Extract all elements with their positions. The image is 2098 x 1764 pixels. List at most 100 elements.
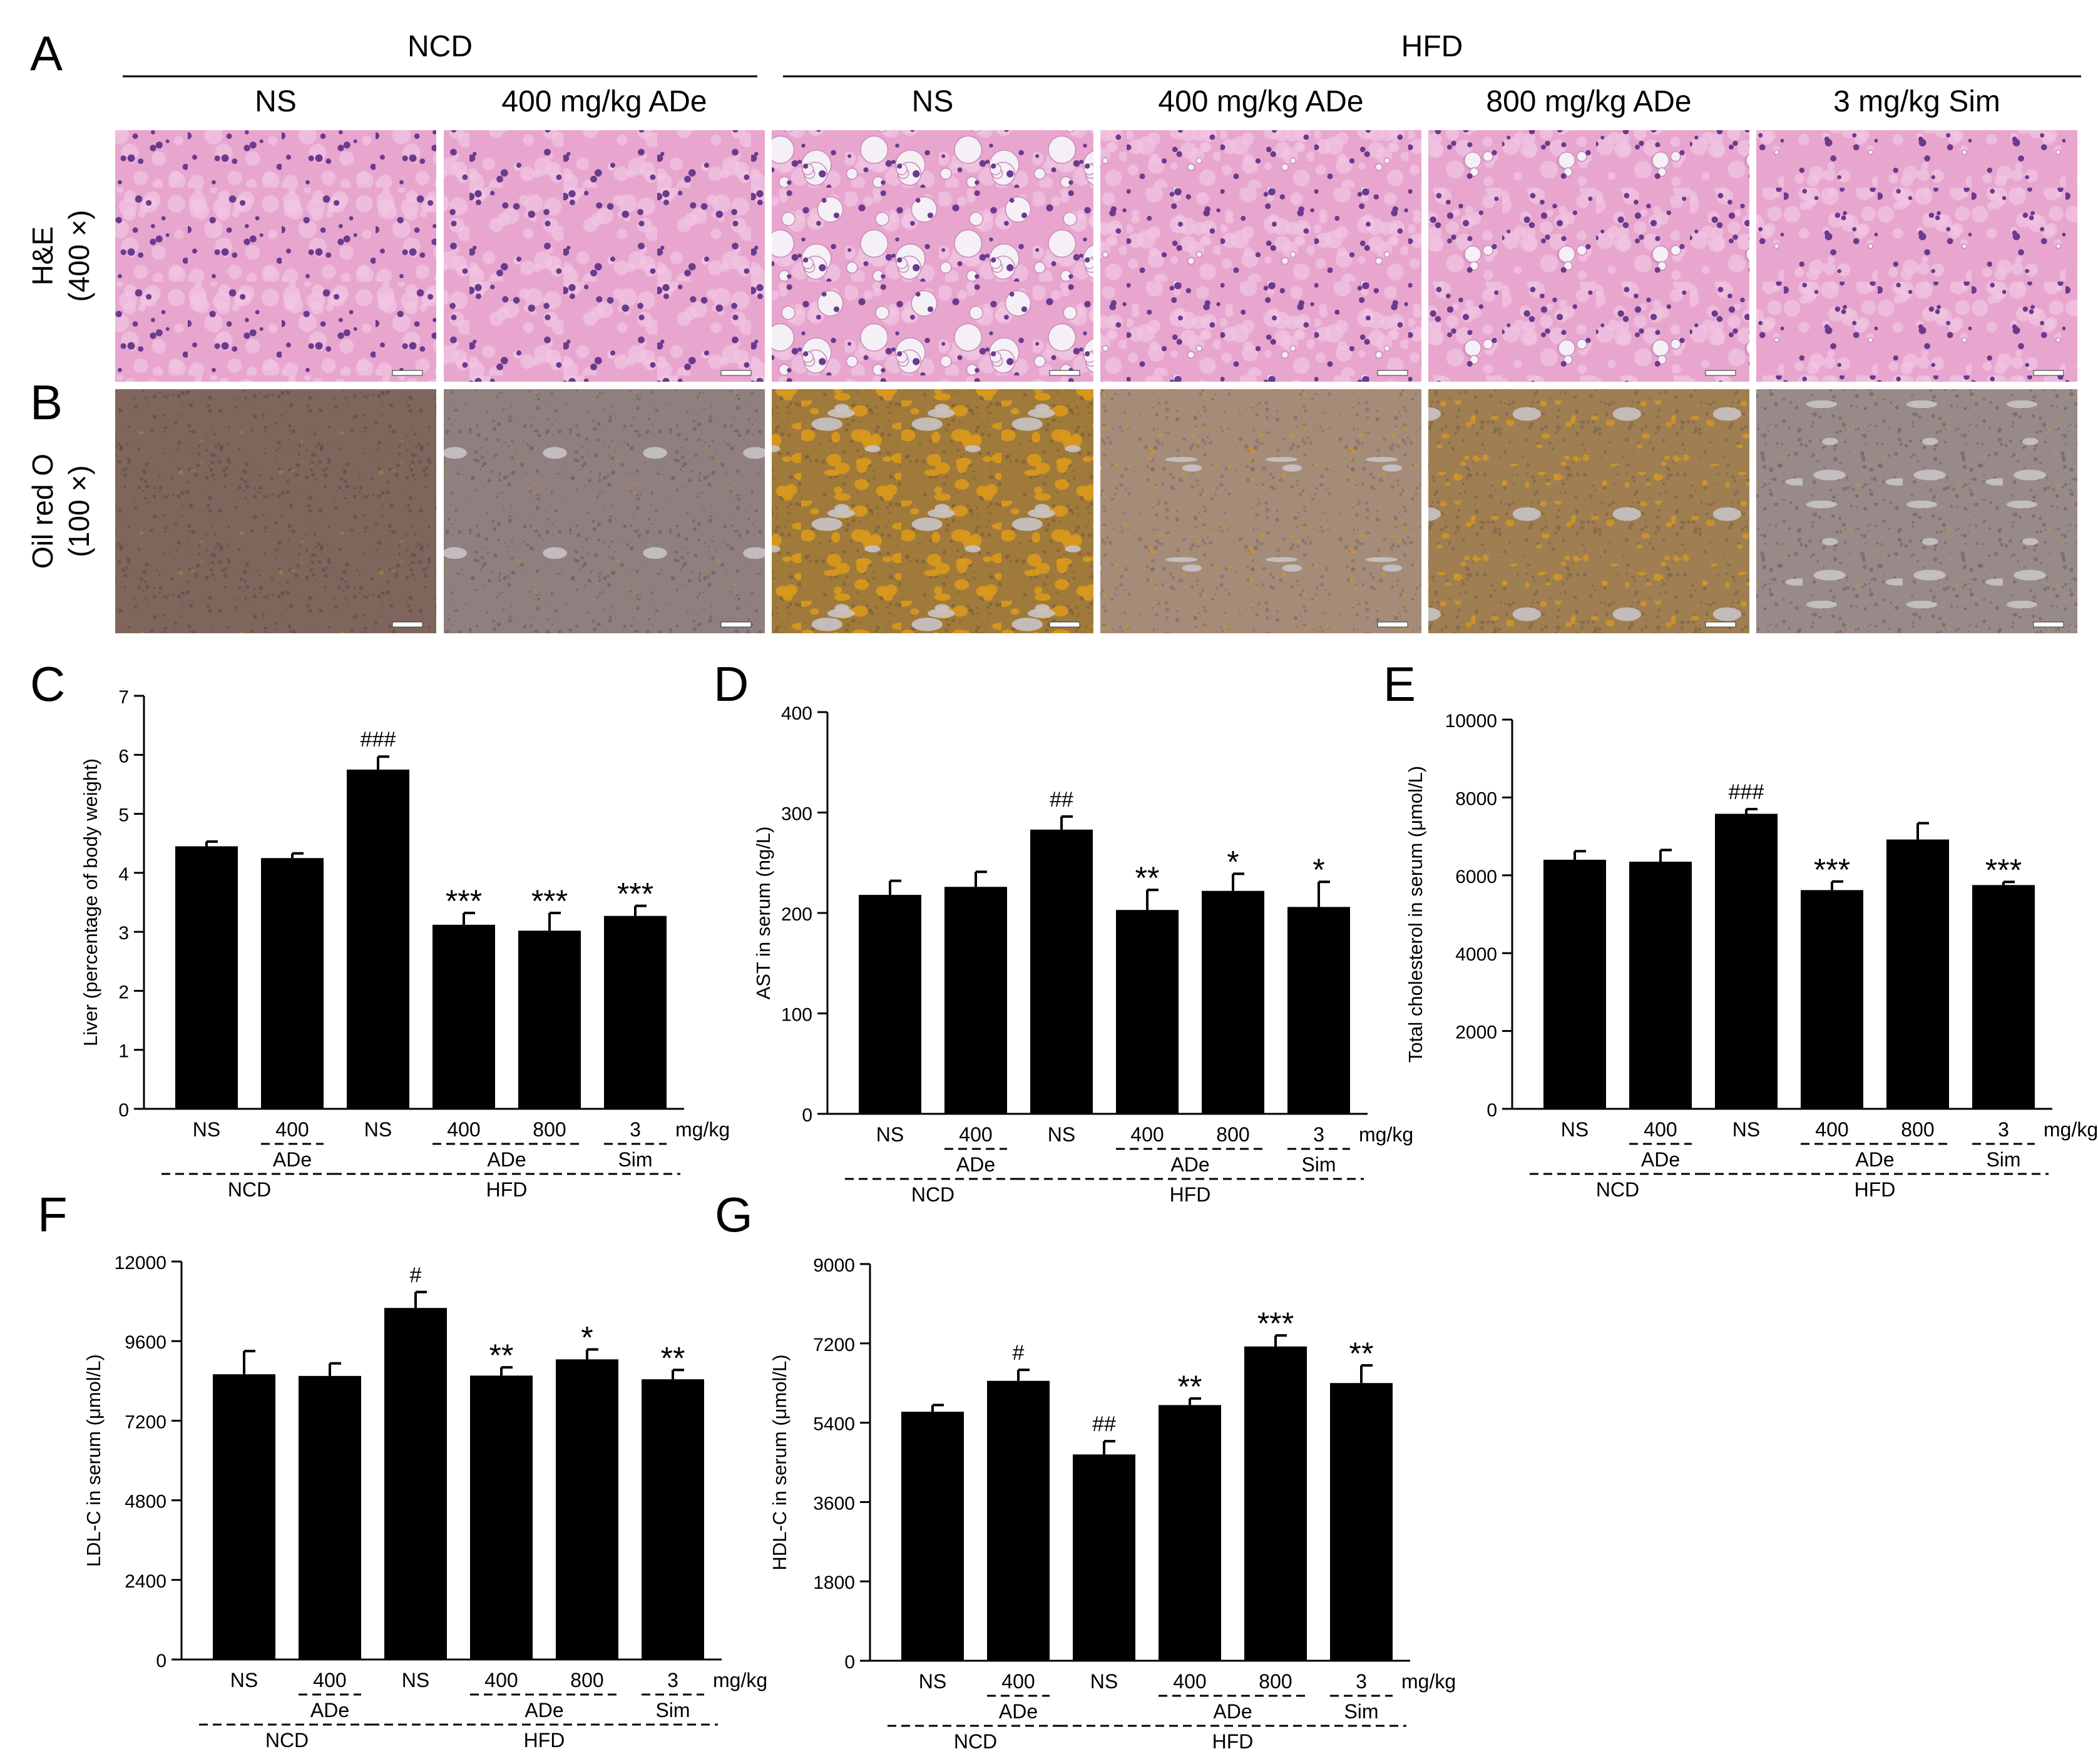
group-label: HFD: [1855, 1178, 1896, 1201]
subgroup-label: ADe: [310, 1699, 349, 1721]
scale-bar: [1049, 621, 1080, 628]
column-header: 400 mg/kg ADe: [1158, 85, 1363, 118]
oil-red-o-micrograph: [1100, 389, 1421, 633]
y-tick-label: 0: [118, 1100, 129, 1121]
x-category-label: 800: [533, 1118, 566, 1141]
x-category-label: NS: [876, 1123, 904, 1146]
oil-red-o-micrograph: [772, 389, 1093, 633]
significance-mark: ***: [1985, 852, 2022, 887]
group-header-hfd: HFD: [1401, 30, 1463, 63]
x-unit-label: mg/kg: [1401, 1670, 1456, 1693]
significance-mark: ***: [1257, 1306, 1294, 1341]
scale-bar: [392, 370, 423, 376]
y-axis-label-group: Total cholesterol in serum (μmol/L): [1405, 766, 1426, 1063]
bar: [261, 858, 324, 1109]
significance-mark: ###: [361, 728, 396, 752]
x-category-label: 400: [1815, 1118, 1848, 1141]
panel-letter-F: F: [38, 1187, 68, 1242]
y-tick-label: 1800: [813, 1573, 855, 1593]
y-tick-label: 6: [118, 746, 129, 767]
bar: [175, 846, 238, 1109]
x-category-label: 400: [313, 1669, 346, 1691]
group-label: HFD: [524, 1729, 565, 1751]
bar: [1801, 890, 1863, 1109]
bar: [642, 1379, 704, 1659]
bar: [347, 769, 409, 1109]
y-tick-label: 1: [118, 1041, 129, 1062]
he-micrograph: [115, 130, 436, 382]
x-unit-label: mg/kg: [713, 1669, 767, 1691]
x-category-label: 3: [667, 1669, 678, 1691]
significance-mark: ###: [1729, 780, 1764, 804]
y-tick-label: 400: [781, 703, 812, 724]
y-tick-label: 5400: [813, 1414, 855, 1435]
panel-F: F 0 2400 4800 7200 9600 12000 LDL-C in serum (μ…: [38, 1187, 767, 1751]
bar: [1629, 862, 1692, 1109]
panel-letter-C: C: [30, 656, 65, 711]
group-label: NCD: [1596, 1178, 1639, 1201]
x-category-label: 400: [275, 1118, 309, 1141]
x-category-label: 400: [447, 1118, 480, 1141]
y-tick-label: 3600: [813, 1493, 855, 1514]
column-header: 400 mg/kg ADe: [501, 85, 707, 118]
row-label-he: H&E (400 ×): [26, 210, 95, 302]
bar: [944, 887, 1007, 1114]
bar: [384, 1308, 447, 1659]
he-micrograph: [1100, 130, 1421, 382]
bar: [859, 895, 921, 1114]
bar: [1159, 1405, 1221, 1661]
subgroup-label: ADe: [1170, 1153, 1209, 1176]
significance-mark: #: [1013, 1341, 1025, 1365]
significance-mark: #: [410, 1263, 422, 1287]
y-tick-label: 10000: [1445, 711, 1497, 732]
significance-mark: ##: [1092, 1412, 1116, 1436]
x-category-label: 800: [1216, 1123, 1249, 1146]
significance-mark: **: [1135, 860, 1160, 895]
bar: [1244, 1346, 1307, 1661]
row-label-oro: Oil red O (100 ×): [26, 454, 95, 569]
y-axis-label: Liver (percentage of body weight): [79, 758, 101, 1046]
group-label: NCD: [954, 1730, 997, 1753]
bar: [213, 1374, 275, 1659]
subgroup-label: ADe: [1855, 1148, 1894, 1171]
x-category-label: 400: [1001, 1670, 1035, 1693]
bar: [1543, 859, 1606, 1109]
x-category-label: 400: [1173, 1670, 1206, 1693]
y-tick-label: 0: [802, 1105, 812, 1126]
y-tick-label: 2400: [125, 1571, 166, 1592]
y-tick-label: 9000: [813, 1255, 855, 1276]
y-axis-label-group: HDL-C in serum (μmol/L): [769, 1354, 791, 1570]
significance-mark: **: [1178, 1369, 1202, 1404]
y-axis-label: AST in serum (ng/L): [752, 827, 774, 1000]
bar: [432, 924, 495, 1109]
y-tick-label: 12000: [115, 1253, 166, 1273]
y-tick-label: 0: [156, 1651, 166, 1671]
row-label-oro-line2: (100 ×): [63, 465, 95, 557]
bar: [1330, 1383, 1393, 1661]
column-header: 3 mg/kg Sim: [1833, 85, 2000, 118]
y-tick-label: 8000: [1455, 788, 1497, 809]
row-label-he-line2: (400 ×): [63, 210, 95, 302]
scale-bar: [1705, 621, 1736, 628]
y-tick-label: 0: [1487, 1100, 1497, 1121]
subgroup-label: ADe: [487, 1148, 526, 1171]
scale-bar: [392, 621, 423, 628]
significance-mark: **: [1349, 1336, 1374, 1371]
significance-mark: *: [1227, 844, 1239, 879]
significance-mark: *: [1313, 852, 1324, 887]
subgroup-label: ADe: [999, 1700, 1038, 1723]
x-category-label: NS: [193, 1118, 220, 1141]
x-category-label: 800: [1901, 1118, 1934, 1141]
x-category-label: 400: [484, 1669, 518, 1691]
y-tick-label: 9600: [125, 1332, 166, 1353]
group-label: NCD: [911, 1183, 954, 1206]
row-label-he-line1: H&E: [26, 227, 59, 286]
bar: [299, 1375, 361, 1659]
oil-red-o-micrograph: [115, 389, 436, 633]
significance-mark: *: [581, 1320, 593, 1355]
column-header: NS: [912, 85, 954, 118]
bar: [1116, 910, 1179, 1114]
significance-mark: ***: [1814, 852, 1850, 887]
y-tick-label: 7: [118, 687, 129, 708]
panel-letter-A: A: [30, 26, 63, 81]
